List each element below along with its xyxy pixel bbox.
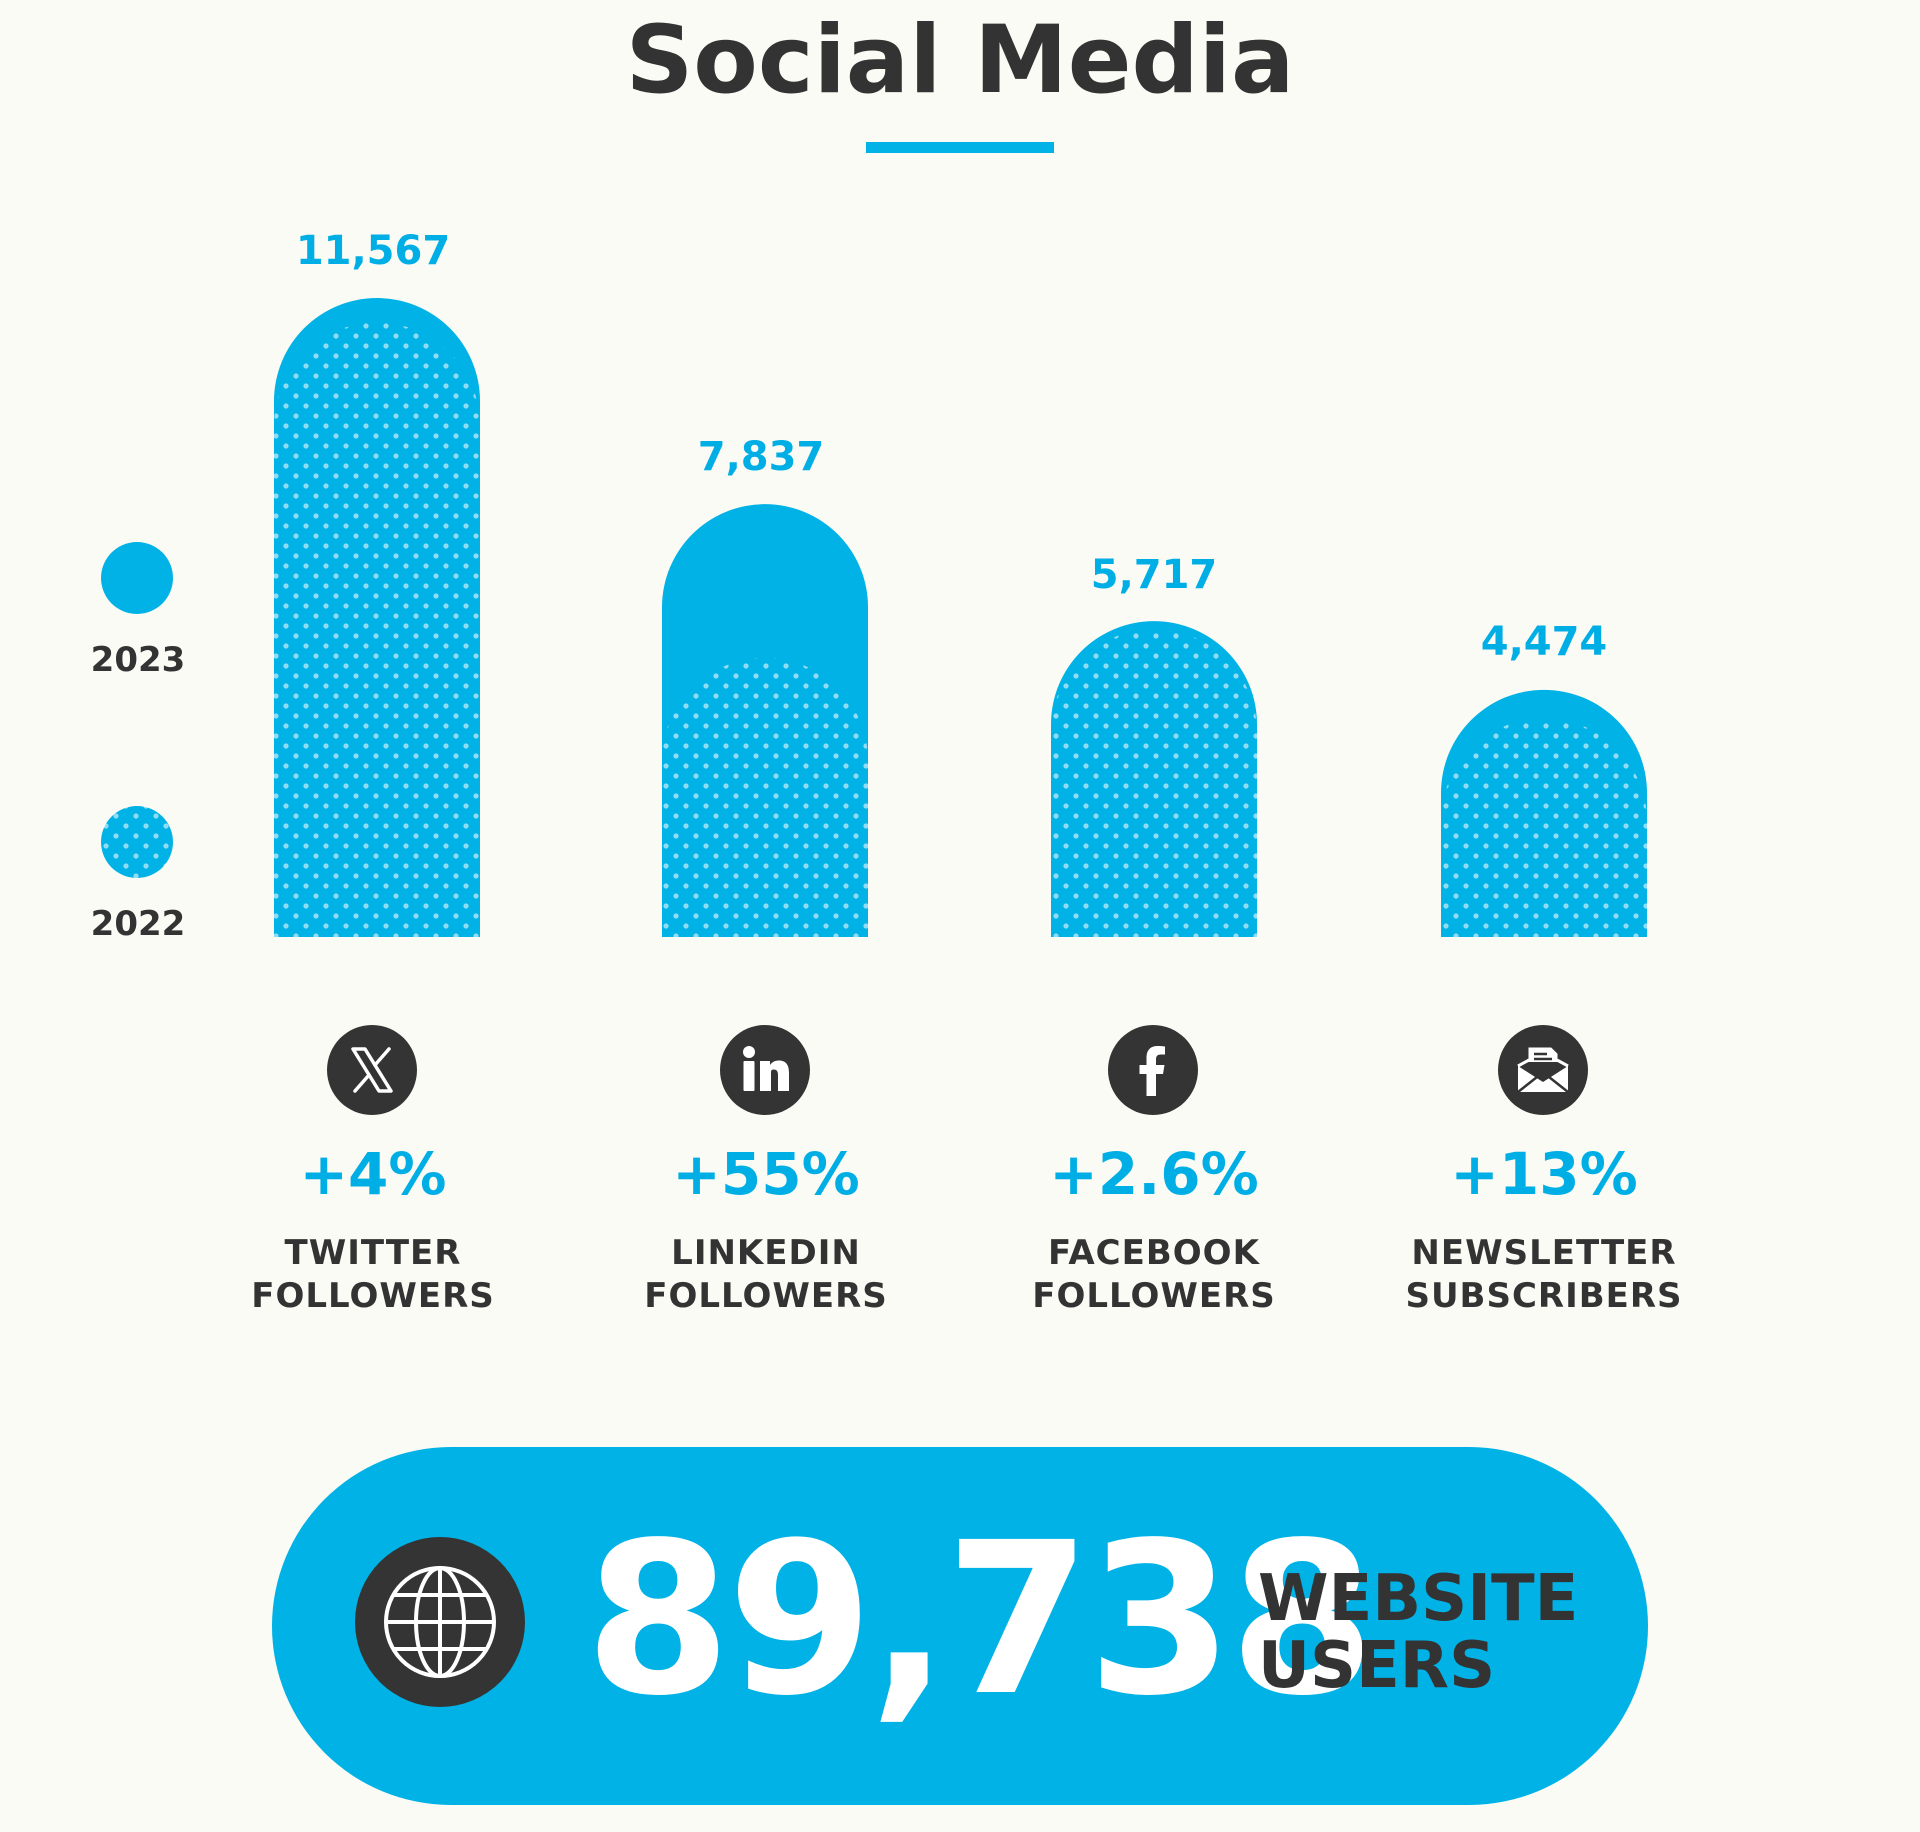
website-users-label-line2: USERS — [1258, 1629, 1496, 1704]
category-label-line2: FOLLOWERS — [251, 1275, 495, 1316]
envelope-icon — [1498, 1025, 1588, 1115]
linkedin-icon — [720, 1025, 810, 1115]
category-label-line1: NEWSLETTER — [1411, 1233, 1677, 1273]
category-label-line2: FOLLOWERS — [1032, 1275, 1276, 1316]
globe-icon — [355, 1537, 525, 1707]
page-title: Social Media — [625, 6, 1295, 115]
category-label-line1: TWITTER — [284, 1233, 462, 1273]
category-label-newsletter: NEWSLETTER SUBSCRIBERS — [1384, 1232, 1704, 1317]
category-label-line2: FOLLOWERS — [644, 1275, 888, 1316]
category-label-twitter: TWITTER FOLLOWERS — [213, 1232, 533, 1317]
change-facebook: +2.6% — [1049, 1140, 1259, 1208]
website-users-label-line1: WEBSITE — [1258, 1562, 1579, 1636]
bar-linkedin-2022 — [662, 657, 868, 937]
x-logo-icon — [327, 1025, 417, 1115]
change-linkedin: +55% — [672, 1140, 860, 1208]
website-users-label: WEBSITE USERS — [1258, 1562, 1579, 1704]
category-label-line2: SUBSCRIBERS — [1405, 1275, 1683, 1316]
bar-twitter-2022 — [274, 322, 480, 938]
change-newsletter: +13% — [1450, 1140, 1638, 1208]
value-label-newsletter: 4,474 — [1480, 619, 1608, 665]
legend-swatch-2022 — [101, 806, 173, 878]
title-underline — [866, 142, 1054, 153]
legend-label-2023: 2023 — [90, 640, 186, 680]
change-twitter: +4% — [299, 1140, 447, 1208]
value-label-linkedin: 7,837 — [697, 434, 825, 480]
bar-newsletter-2022 — [1441, 718, 1647, 937]
value-label-facebook: 5,717 — [1090, 552, 1218, 598]
legend-swatch-2023 — [101, 542, 173, 614]
facebook-icon — [1108, 1025, 1198, 1115]
website-users-value: 89,738 — [585, 1497, 1375, 1742]
bar-facebook-2022 — [1051, 629, 1257, 937]
legend-label-2022: 2022 — [90, 904, 186, 944]
category-label-linkedin: LINKEDIN FOLLOWERS — [606, 1232, 926, 1317]
value-label-twitter: 11,567 — [295, 228, 451, 274]
category-label-line1: FACEBOOK — [1048, 1233, 1260, 1273]
category-label-facebook: FACEBOOK FOLLOWERS — [994, 1232, 1314, 1317]
category-label-line1: LINKEDIN — [671, 1233, 861, 1273]
